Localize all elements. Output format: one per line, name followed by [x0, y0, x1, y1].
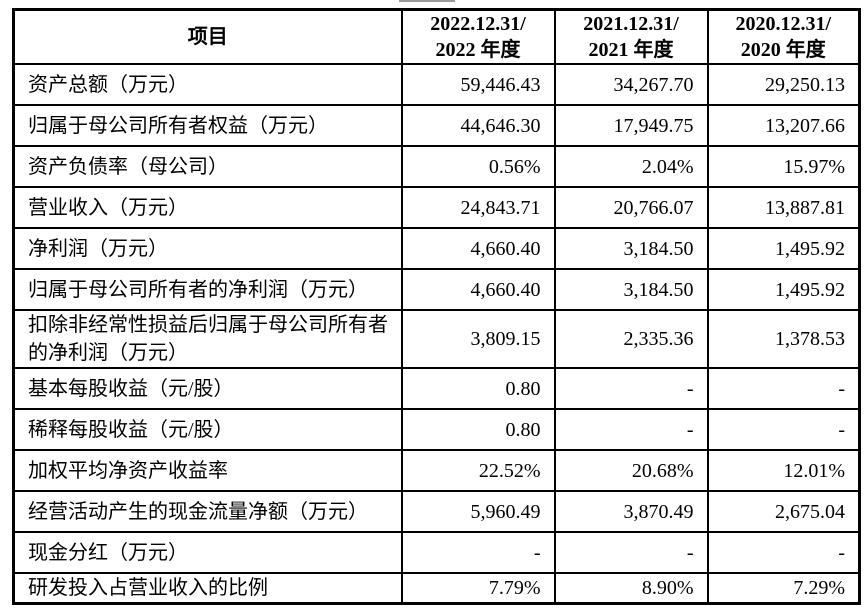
row-value: 2,675.04 [706, 490, 861, 533]
row-value: 20,766.07 [553, 186, 709, 229]
header-2022-year: 2022 年度 [435, 39, 521, 61]
row-value: 0.80 [400, 367, 556, 410]
row-value: - [400, 531, 556, 574]
row-value: 13,887.81 [706, 186, 861, 229]
header-period-2020: 2020.12.31/ 2020 年度 [706, 8, 861, 65]
row-value: 4,660.40 [400, 227, 556, 270]
row-value: 29,250.13 [706, 63, 861, 106]
row-value: - [553, 367, 709, 410]
row-item-label: 基本每股收益（元/股） [12, 367, 403, 410]
table-row: 扣除非经常性损益后归属于母公司所有者的净利润（万元） 3,809.15 2,335.… [12, 309, 861, 369]
row-item-label: 稀释每股收益（元/股） [12, 408, 403, 451]
row-value: 2,335.36 [553, 309, 709, 369]
header-2021-date: 2021.12.31/ [583, 13, 679, 35]
scan-artifact-line [399, 0, 455, 2]
row-item-label: 资产负债率（母公司） [12, 145, 403, 188]
row-value: 3,809.15 [400, 309, 556, 369]
row-value: - [553, 408, 709, 451]
table-row: 研发投入占营业收入的比例 7.79% 8.90% 7.29% [12, 572, 861, 605]
row-value: 34,267.70 [553, 63, 709, 106]
row-value: - [553, 531, 709, 574]
row-item-label: 归属于母公司所有者权益（万元） [12, 104, 403, 147]
table-row: 基本每股收益（元/股） 0.80- - [12, 367, 861, 410]
row-item-label: 营业收入（万元） [12, 186, 403, 229]
header-2021-year: 2021 年度 [588, 39, 674, 61]
row-value: 0.80 [400, 408, 556, 451]
row-item-label: 资产总额（万元） [12, 63, 403, 106]
row-value: 15.97% [706, 145, 861, 188]
header-period-2021: 2021.12.31/ 2021 年度 [553, 8, 709, 65]
row-value: 3,184.50 [553, 227, 709, 270]
row-item-label: 净利润（万元） [12, 227, 403, 270]
row-value: - [706, 531, 861, 574]
row-item-label: 扣除非经常性损益后归属于母公司所有者的净利润（万元） [12, 309, 403, 369]
table-row: 资产总额（万元） 59,446.43 34,267.70 29,250.13 [12, 63, 861, 106]
table-header-row: 项目 2022.12.31/ 2022 年度 2021.12.31/ 2021 … [12, 8, 861, 65]
row-value: 2.04% [553, 145, 709, 188]
row-value: 3,870.49 [553, 490, 709, 533]
row-item-label: 加权平均净资产收益率 [12, 449, 403, 492]
row-value: 22.52% [400, 449, 556, 492]
row-item-label: 经营活动产生的现金流量净额（万元） [12, 490, 403, 533]
row-value: 20.68% [553, 449, 709, 492]
header-2020-year: 2020 年度 [740, 39, 826, 61]
row-value: 12.01% [706, 449, 861, 492]
table-row: 归属于母公司所有者权益（万元） 44,646.30 17,949.75 13,207.… [12, 104, 861, 147]
row-value: 3,184.50 [553, 268, 709, 311]
row-item-label: 现金分红（万元） [12, 531, 403, 574]
table-row: 净利润（万元） 4,660.40 3,184.50 1,495.92 [12, 227, 861, 270]
header-2020-date: 2020.12.31/ [735, 13, 832, 35]
table-row: 营业收入（万元） 24,843.71 20,766.07 13,887.81 [12, 186, 861, 229]
table-row: 加权平均净资产收益率 22.52% 20.68% 12.01% [12, 449, 861, 492]
row-value: 24,843.71 [400, 186, 556, 229]
row-value: 1,378.53 [706, 309, 861, 369]
table-row: 资产负债率（母公司） 0.56% 2.04% 15.97% [12, 145, 861, 188]
row-value: 4,660.40 [400, 268, 556, 311]
row-value: 7.29% [706, 572, 861, 605]
header-2022-date: 2022.12.31/ [430, 13, 526, 35]
row-item-label: 研发投入占营业收入的比例 [12, 572, 403, 605]
table-row: 现金分红（万元） - - - [12, 531, 861, 574]
table-row: 经营活动产生的现金流量净额（万元） 5,960.49 3,870.49 2,675.0… [12, 490, 861, 533]
row-value: 59,446.43 [400, 63, 556, 106]
row-value: 44,646.30 [400, 104, 556, 147]
row-value: 1,495.92 [706, 268, 861, 311]
row-value: 13,207.66 [706, 104, 861, 147]
row-value: 5,960.49 [400, 490, 556, 533]
row-value: - [706, 367, 861, 410]
row-value: 1,495.92 [706, 227, 861, 270]
row-value: - [706, 408, 861, 451]
row-value: 8.90% [553, 572, 709, 605]
header-item-column: 项目 [12, 8, 403, 65]
table-row: 稀释每股收益（元/股） 0.80- - [12, 408, 861, 451]
financial-summary-table: 项目 2022.12.31/ 2022 年度 2021.12.31/ 2021 … [12, 8, 861, 605]
row-value: 0.56% [400, 145, 556, 188]
header-period-2022: 2022.12.31/ 2022 年度 [400, 8, 556, 65]
row-value: 7.79% [400, 572, 556, 605]
row-item-label: 归属于母公司所有者的净利润（万元） [12, 268, 403, 311]
row-value: 17,949.75 [553, 104, 709, 147]
table-row: 归属于母公司所有者的净利润（万元） 4,660.40 3,184.50 1,495.9… [12, 268, 861, 311]
